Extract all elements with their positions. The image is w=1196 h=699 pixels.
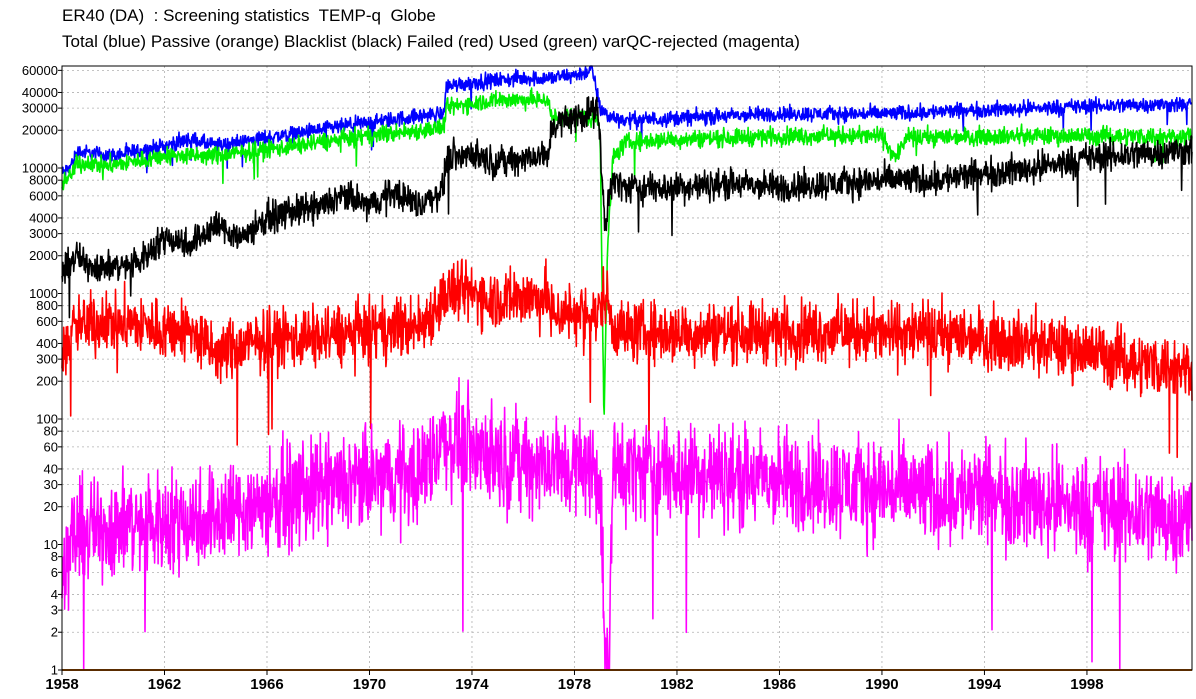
x-tick-label: 1990 [865, 676, 898, 693]
x-tick-label: 1958 [45, 676, 78, 693]
x-tick-label: 1974 [455, 676, 489, 693]
y-tick-label: 60000 [22, 63, 58, 78]
series-line-blacklist [61, 96, 1193, 319]
y-tick-label: 400 [36, 336, 58, 351]
y-tick-label: 4000 [29, 210, 58, 225]
y-tick-label: 10 [44, 537, 58, 552]
axes: 1234681020304060801002003004006008001000… [22, 63, 1193, 693]
y-tick-label: 200 [36, 374, 58, 389]
y-tick-label: 600 [36, 314, 58, 329]
y-tick-label: 6000 [29, 188, 58, 203]
y-tick-label: 30 [44, 477, 58, 492]
chart-subtitle: Total (blue) Passive (orange) Blacklist … [62, 32, 800, 51]
y-tick-label: 800 [36, 298, 58, 313]
y-tick-label: 4 [51, 587, 58, 602]
series-line-total [61, 65, 1193, 177]
y-tick-label: 8000 [29, 173, 58, 188]
y-tick-label: 3000 [29, 226, 58, 241]
x-tick-label: 1982 [660, 676, 693, 693]
y-tick-label: 6 [51, 565, 58, 580]
x-tick-label: 1966 [250, 676, 283, 693]
y-tick-label: 300 [36, 352, 58, 367]
y-tick-label: 1 [51, 663, 58, 678]
x-tick-label: 1978 [558, 676, 591, 693]
series-group [61, 65, 1193, 671]
y-tick-label: 20000 [22, 123, 58, 138]
chart-title: ER40 (DA) : Screening statistics TEMP-q … [62, 6, 436, 25]
y-tick-label: 20 [44, 499, 58, 514]
y-tick-label: 3 [51, 603, 58, 618]
series-line-failed [61, 258, 1193, 459]
y-tick-label: 40 [44, 461, 58, 476]
x-tick-label: 1986 [763, 676, 796, 693]
x-tick-label: 1998 [1070, 676, 1103, 693]
y-tick-label: 40000 [22, 85, 58, 100]
y-tick-label: 60 [44, 439, 58, 454]
y-tick-label: 2000 [29, 248, 58, 263]
y-tick-label: 8 [51, 549, 58, 564]
y-tick-label: 10000 [22, 161, 58, 176]
y-tick-label: 2 [51, 625, 58, 640]
x-tick-label: 1970 [353, 676, 386, 693]
y-tick-label: 1000 [29, 286, 58, 301]
series-line-used [61, 87, 1193, 415]
y-tick-label: 80 [44, 424, 58, 439]
x-tick-label: 1994 [968, 676, 1002, 693]
y-tick-label: 30000 [22, 101, 58, 116]
series-line-varqc [61, 377, 1193, 671]
x-tick-label: 1962 [148, 676, 181, 693]
plot-frame [61, 65, 1193, 671]
y-tick-label: 100 [36, 412, 58, 427]
